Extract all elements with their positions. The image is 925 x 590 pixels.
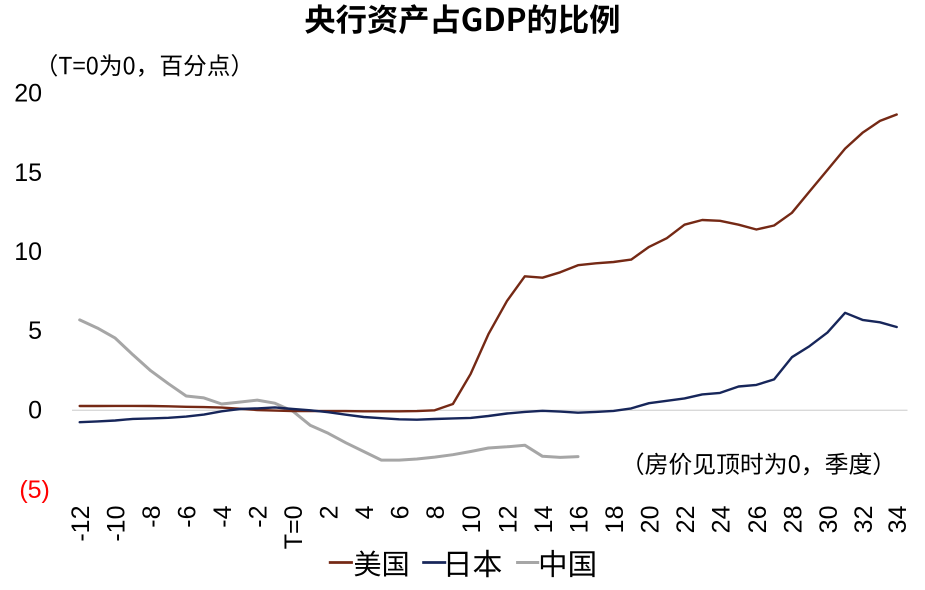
svg-text:0: 0 xyxy=(28,397,42,425)
svg-text:18: 18 xyxy=(601,506,629,534)
svg-text:-4: -4 xyxy=(209,505,237,527)
svg-text:26: 26 xyxy=(744,506,772,534)
svg-text:-12: -12 xyxy=(67,506,95,542)
svg-text:10: 10 xyxy=(14,238,42,266)
svg-text:20: 20 xyxy=(637,506,665,534)
svg-text:8: 8 xyxy=(422,506,450,520)
svg-text:28: 28 xyxy=(779,506,807,534)
svg-text:6: 6 xyxy=(387,506,415,520)
svg-text:15: 15 xyxy=(14,159,42,187)
svg-text:30: 30 xyxy=(815,506,843,534)
svg-text:-10: -10 xyxy=(103,506,131,542)
svg-text:24: 24 xyxy=(708,505,736,533)
svg-text:22: 22 xyxy=(672,506,700,534)
svg-text:20: 20 xyxy=(14,80,42,108)
svg-text:32: 32 xyxy=(850,506,878,534)
svg-text:-2: -2 xyxy=(245,506,273,528)
svg-text:2: 2 xyxy=(316,506,344,520)
svg-text:16: 16 xyxy=(566,506,594,534)
svg-text:(5): (5) xyxy=(19,476,50,504)
svg-text:4: 4 xyxy=(351,505,379,519)
svg-text:5: 5 xyxy=(28,317,42,345)
svg-text:34: 34 xyxy=(884,505,912,533)
svg-text:10: 10 xyxy=(458,506,486,534)
svg-text:14: 14 xyxy=(530,505,558,533)
svg-text:-8: -8 xyxy=(138,506,166,528)
svg-text:T=0: T=0 xyxy=(280,506,308,550)
svg-text:12: 12 xyxy=(495,506,523,534)
svg-text:-6: -6 xyxy=(174,506,202,528)
